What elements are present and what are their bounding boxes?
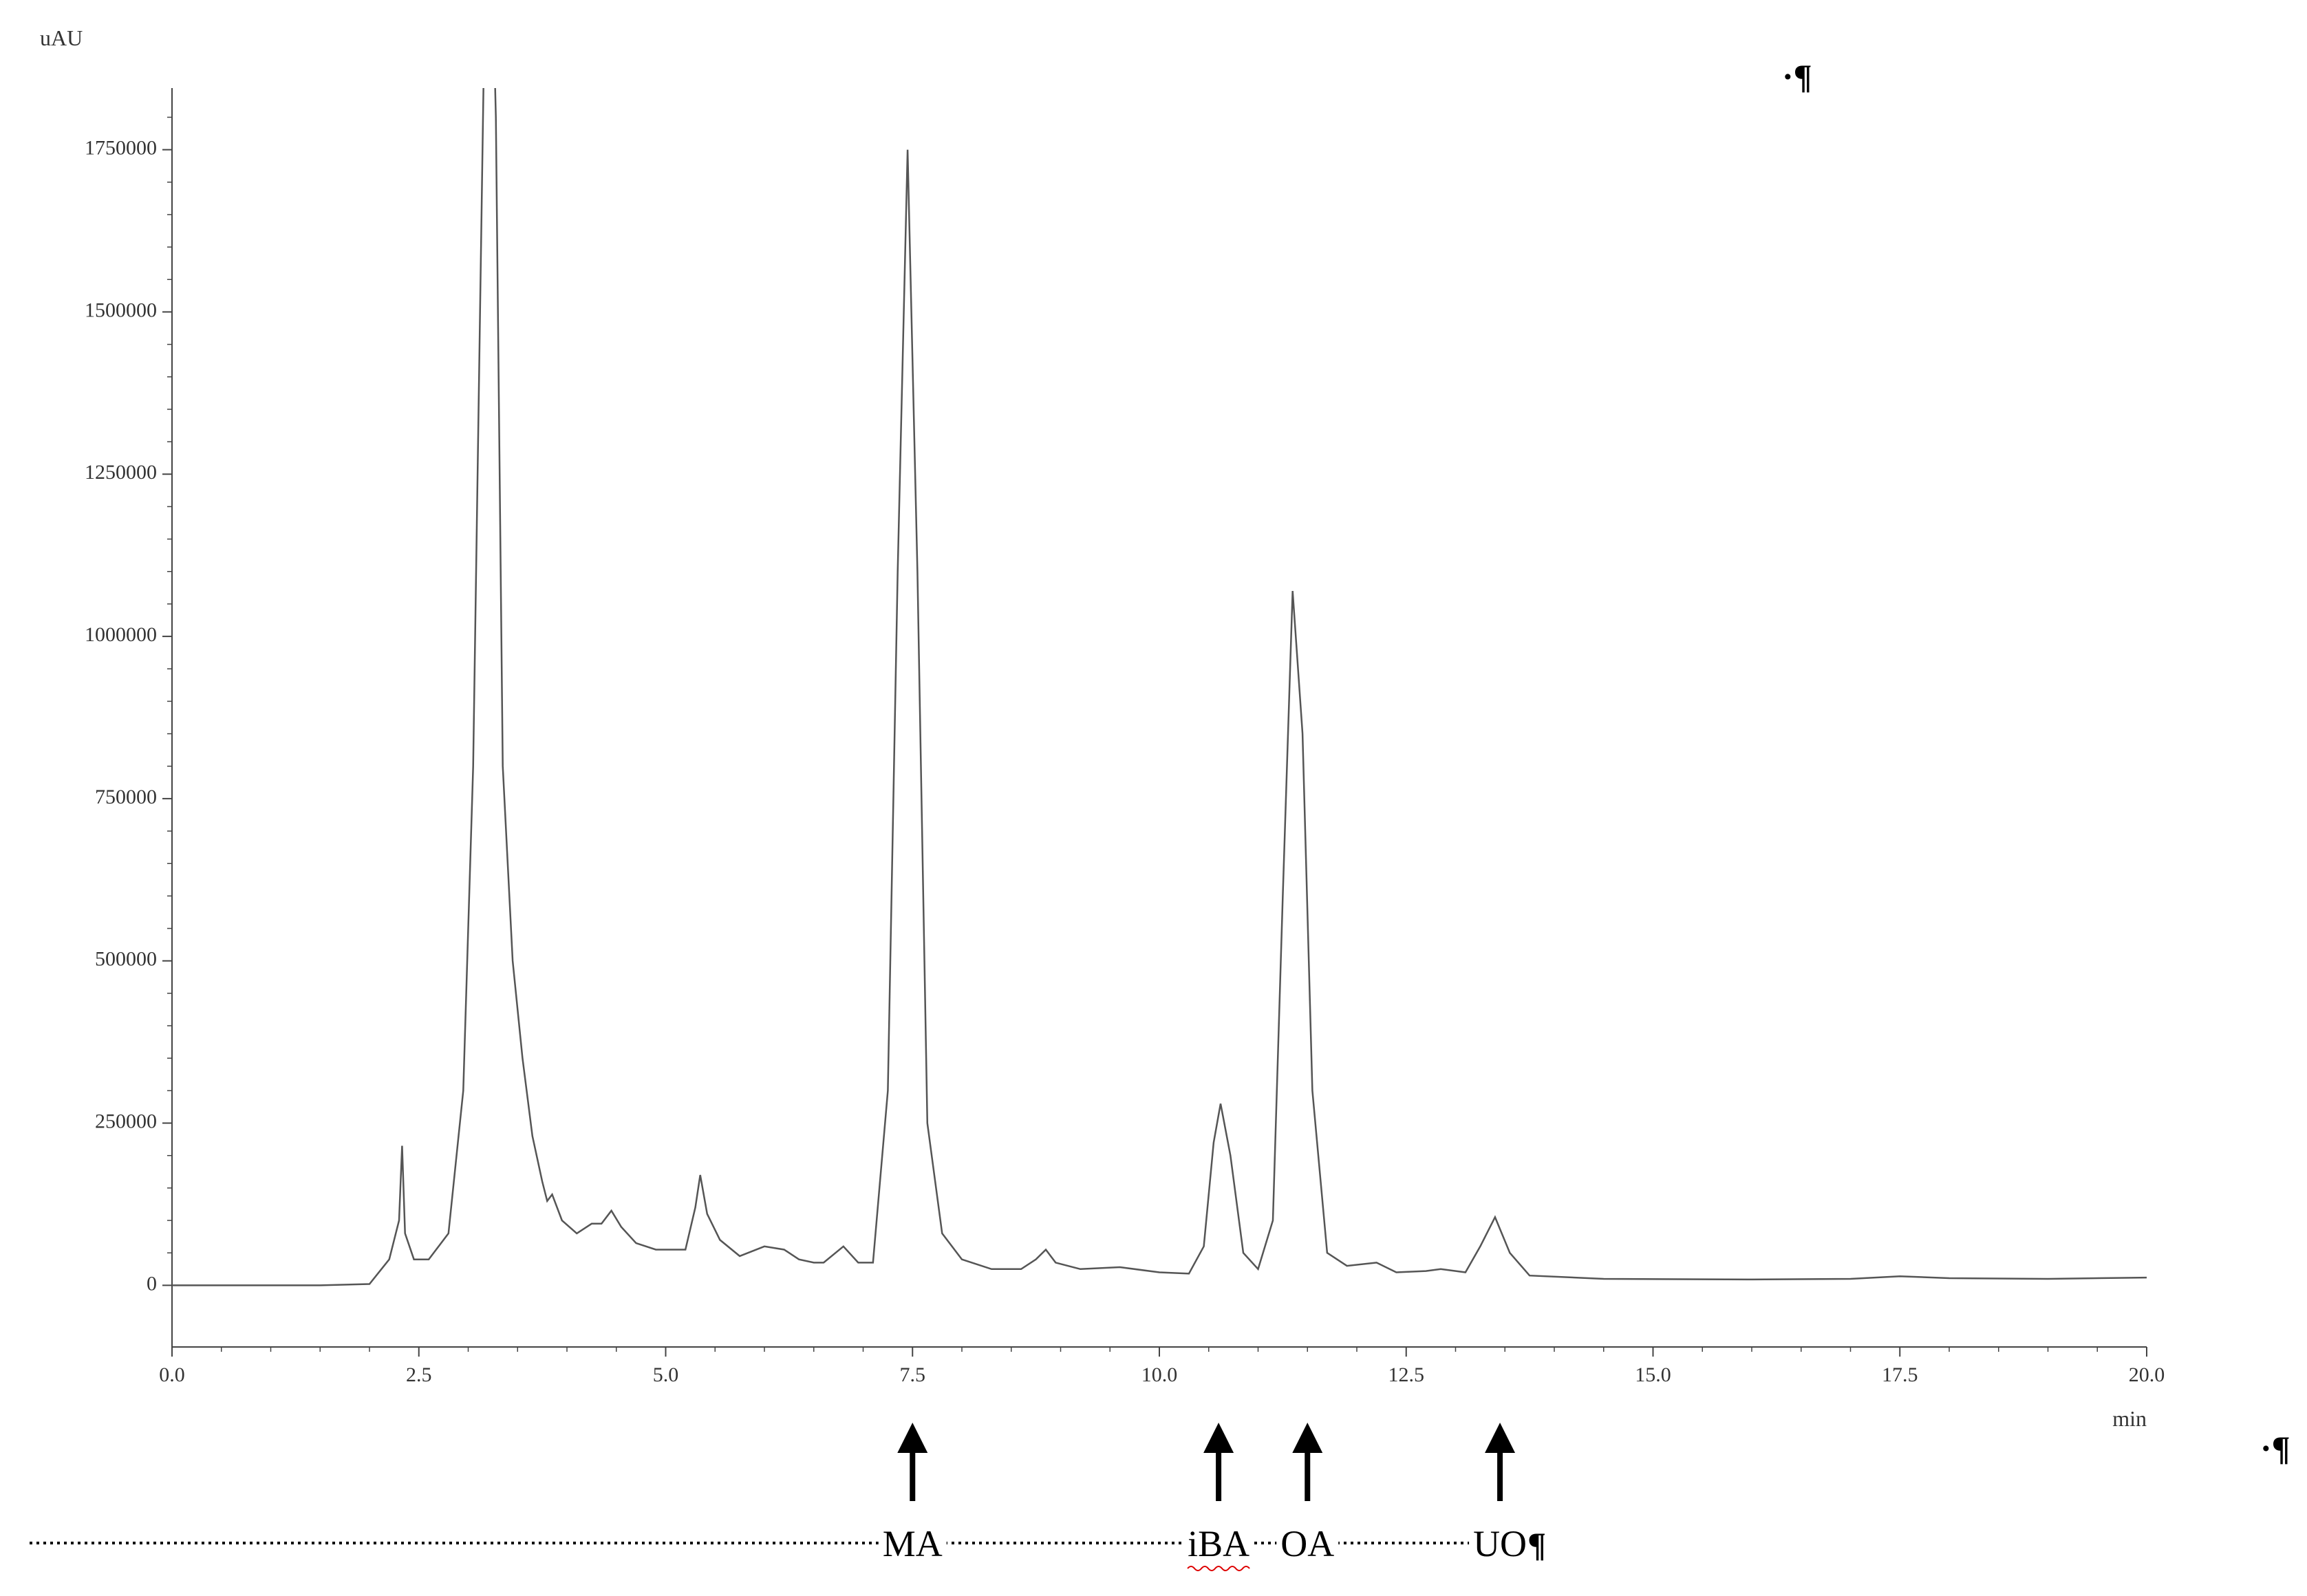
y-tick-label: 1000000 [85,623,157,646]
x-axis-label: min [2112,1406,2147,1431]
x-tick-label: 2.5 [406,1363,432,1386]
x-tick-label: 10.0 [1141,1363,1178,1386]
paragraph-mark: ¶ [1527,1525,1546,1564]
y-tick-label: 1250000 [85,461,157,484]
x-tick-label: 15.0 [1635,1363,1671,1386]
annotation-arrowhead [1485,1423,1516,1453]
annotation-label: UO [1473,1523,1527,1564]
label-background [1183,1517,1254,1565]
y-tick-label: 1500000 [85,299,157,321]
spell-squiggle [1187,1566,1250,1571]
label-background [1276,1517,1339,1565]
annotation-label: OA [1280,1523,1334,1564]
x-tick-label: 5.0 [653,1363,679,1386]
annotation-label: MA [883,1523,943,1564]
x-tick-label: 12.5 [1388,1363,1425,1386]
annotation-label: iBA [1188,1523,1249,1564]
x-tick-label: 7.5 [900,1363,926,1386]
annotation-arrowhead [1203,1423,1234,1453]
y-tick-label: 1750000 [85,137,157,160]
y-tick-label: 750000 [95,786,157,808]
y-tick-label: 500000 [95,948,157,971]
annotation-arrowhead [897,1423,928,1453]
label-background [878,1517,947,1565]
y-axis-label: uAU [40,25,83,50]
paragraph-mark: ·¶ [1782,57,1812,96]
chromatogram-line [172,88,2147,1286]
annotation-arrowhead [1292,1423,1323,1453]
x-tick-label: 0.0 [159,1363,185,1386]
x-tick-label: 20.0 [2129,1363,2165,1386]
x-tick-label: 17.5 [1882,1363,1918,1386]
paragraph-mark: ·¶ [2260,1429,2290,1467]
y-tick-label: 0 [147,1272,157,1295]
label-background [1469,1517,1532,1565]
y-tick-label: 250000 [95,1110,157,1132]
